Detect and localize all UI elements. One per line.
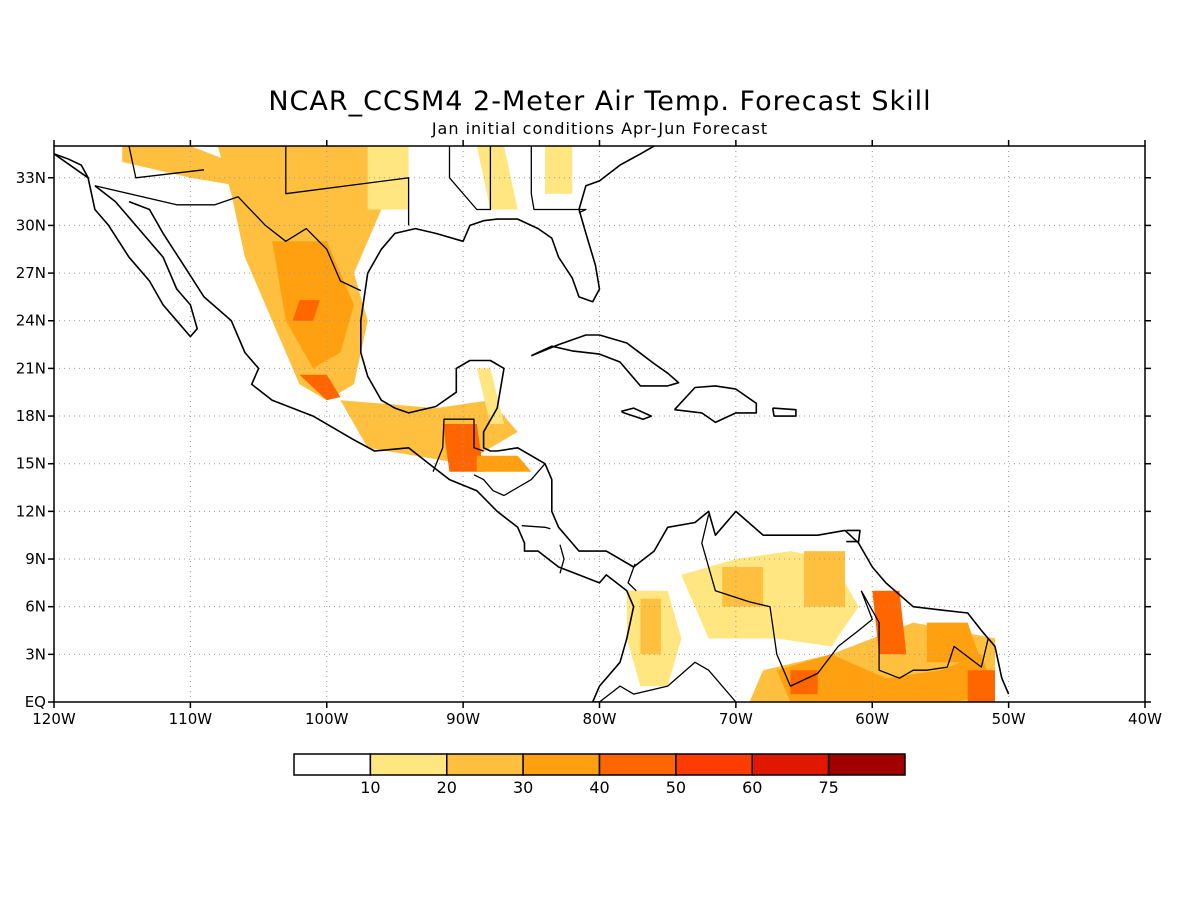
- lat-tick-label-1: 3N: [25, 645, 46, 663]
- skill-region-11: [545, 146, 573, 194]
- colorbar: 10 20 30 40 50 60 75: [293, 753, 906, 797]
- coastline-1: [128, 200, 498, 512]
- skill-region-4: [299, 374, 341, 401]
- skill-region-9: [476, 368, 504, 424]
- border-0: [94, 185, 362, 292]
- lon-tick-label-2: 100W: [305, 710, 349, 728]
- lat-tick-label-3: 9N: [25, 550, 46, 568]
- skill-region-13: [640, 598, 661, 655]
- lon-tick-label-6: 60W: [855, 710, 889, 728]
- skill-region-19: [926, 622, 982, 663]
- coastlines: [54, 146, 1010, 702]
- coastline-6: [530, 334, 680, 387]
- colorbar-swatch-2: [446, 753, 524, 776]
- lat-tick-label-4: 12N: [16, 502, 46, 520]
- lat-tick-label-5: 15N: [16, 455, 46, 473]
- coastline-8: [620, 407, 653, 421]
- coastline-2: [496, 510, 635, 702]
- border-3: [521, 525, 551, 530]
- colorbar-label-3: 40: [589, 778, 609, 797]
- axis-ticks: 120W 110W 100W 90W 80W 70W 60W 50W 40W EQ 3N 6N 9N 12…: [16, 140, 1162, 728]
- border-4: [559, 544, 565, 574]
- lat-lon-grid: [54, 146, 1145, 702]
- skill-region-3: [292, 300, 320, 321]
- colorbar-label-2: 30: [513, 778, 533, 797]
- colorbar-label-0: 10: [360, 778, 380, 797]
- colorbar-label-6: 75: [818, 778, 838, 797]
- lat-tick-label-6: 18N: [16, 407, 46, 425]
- colorbar-label-1: 20: [437, 778, 457, 797]
- lat-tick-label-8: 24N: [16, 312, 46, 330]
- colorbar-label-5: 60: [742, 778, 762, 797]
- coastline-7: [673, 385, 758, 424]
- lon-tick-label-8: 40W: [1128, 710, 1162, 728]
- coastline-4: [54, 153, 89, 179]
- lat-tick-label-2: 6N: [25, 598, 46, 616]
- coastline-0: [54, 153, 198, 338]
- coastline-9: [771, 407, 797, 417]
- lat-tick-label-9: 27N: [16, 264, 46, 282]
- colorbar-swatch-0: [293, 753, 372, 776]
- lon-tick-label-1: 110W: [169, 710, 213, 728]
- skill-region-18: [776, 654, 995, 702]
- map-frame: [53, 145, 1146, 703]
- skill-region-20: [872, 590, 907, 655]
- lon-tick-label-0: 120W: [32, 710, 76, 728]
- lon-tick-label-4: 80W: [583, 710, 617, 728]
- skill-region-5: [367, 146, 409, 210]
- skill-region-15: [722, 567, 764, 607]
- lat-tick-label-7: 21N: [16, 359, 46, 377]
- skill-region-21: [967, 670, 995, 702]
- border-9: [204, 146, 410, 226]
- border-8: [860, 590, 989, 679]
- map-title: NCAR_CCSM4 2-Meter Air Temp. Forecast Sk…: [268, 86, 932, 117]
- skill-region-22: [790, 670, 818, 695]
- skill-shading: [122, 146, 995, 702]
- colorbar-swatch-6: [751, 753, 830, 776]
- lon-tick-label-7: 50W: [992, 710, 1026, 728]
- lon-tick-label-3: 90W: [446, 710, 480, 728]
- border-1: [432, 418, 484, 472]
- border-11: [530, 146, 587, 214]
- lat-tick-label-10: 30N: [16, 216, 46, 234]
- border-5: [627, 563, 637, 592]
- colorbar-swatch-5: [675, 753, 753, 776]
- coastline-5: [367, 146, 655, 303]
- coastline-3: [359, 272, 1010, 695]
- lat-tick-label-0: EQ: [25, 693, 46, 711]
- border-12: [128, 146, 205, 179]
- lon-tick-label-5: 70W: [719, 710, 753, 728]
- border-7: [599, 661, 737, 702]
- border-2: [473, 463, 546, 497]
- map-subtitle: Jan initial conditions Apr-Jun Forecast: [431, 119, 769, 138]
- border-10: [448, 146, 492, 211]
- colorbar-swatch-3: [522, 753, 601, 776]
- lat-tick-label-11: 33N: [16, 169, 46, 187]
- colorbar-swatch-7: [827, 753, 906, 776]
- coastline-10: [846, 529, 861, 543]
- colorbar-swatch-4: [598, 753, 677, 776]
- skill-region-16: [804, 551, 845, 607]
- colorbar-swatch-1: [369, 753, 448, 776]
- colorbar-label-4: 50: [666, 778, 686, 797]
- political-borders: [94, 146, 989, 702]
- skill-region-10: [476, 146, 518, 210]
- border-6: [701, 514, 873, 687]
